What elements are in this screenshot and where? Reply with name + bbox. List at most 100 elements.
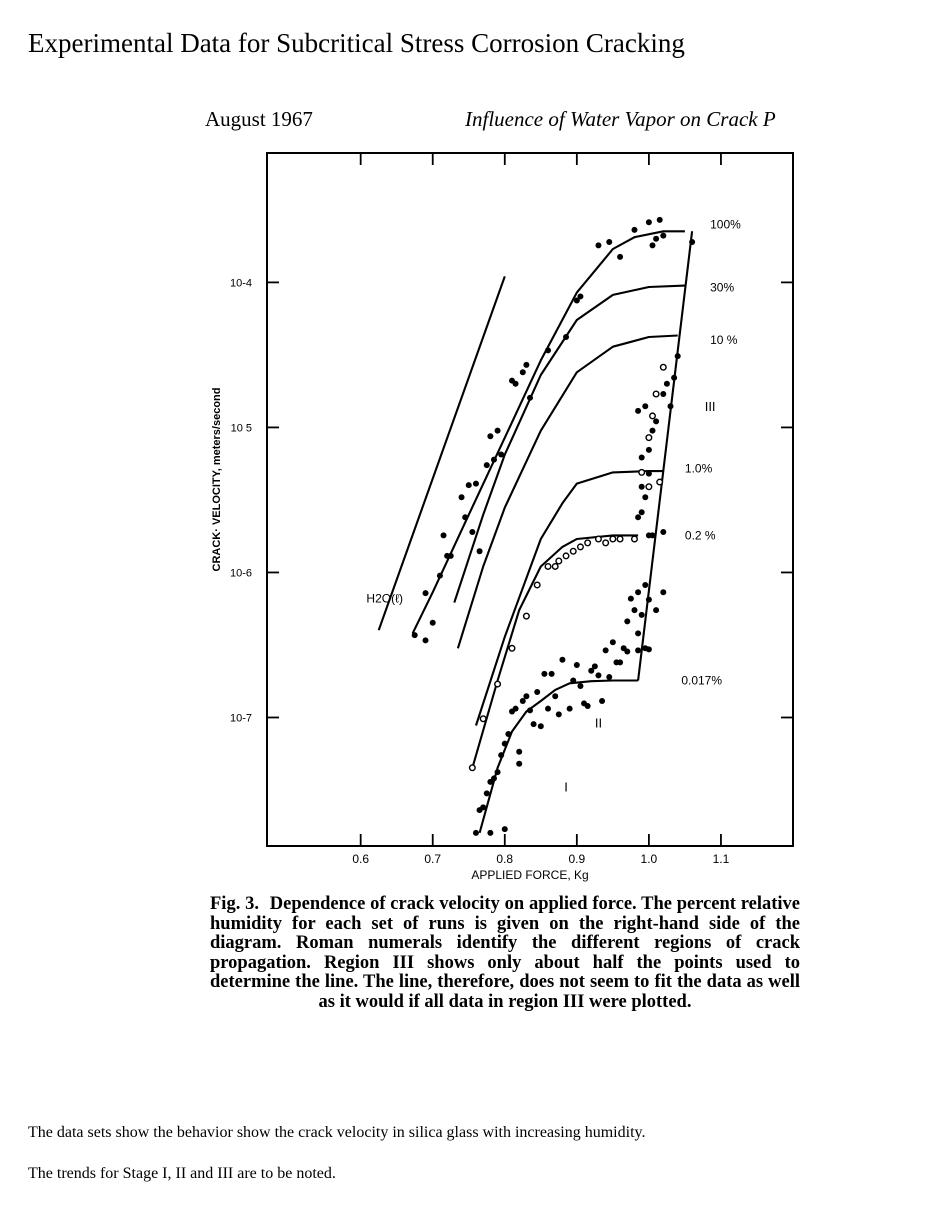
data-point	[624, 618, 631, 625]
series-label: 100%	[710, 218, 741, 232]
data-point	[631, 226, 638, 233]
x-tick-label: 0.9	[568, 852, 585, 866]
data-point	[606, 238, 613, 245]
x-tick-label: 0.8	[496, 852, 513, 866]
y-tick-label: 10-4	[230, 277, 252, 289]
series-curve-5	[471, 534, 639, 769]
data-point-open	[602, 539, 610, 547]
data-point	[653, 607, 660, 614]
data-point	[563, 334, 570, 341]
data-point	[599, 697, 606, 704]
data-point	[667, 403, 674, 410]
data-point	[465, 482, 472, 489]
series-curve-6	[478, 679, 639, 834]
data-point	[487, 829, 494, 836]
data-point	[638, 483, 645, 490]
data-point-open	[562, 552, 570, 560]
series-label: 1.0%	[685, 462, 713, 476]
data-point	[483, 790, 490, 797]
data-point-open	[479, 715, 487, 723]
data-point	[472, 829, 479, 836]
data-point	[649, 427, 656, 434]
data-point	[422, 590, 429, 597]
data-point	[635, 589, 642, 596]
x-axis-label: APPLIED FORCE, Kg	[471, 868, 588, 882]
data-point-open	[544, 562, 552, 570]
data-point	[458, 494, 465, 501]
note-line-2: The trends for Stage I, II and III are t…	[28, 1165, 336, 1182]
y-tick-label: 10-7	[230, 712, 252, 724]
series-label: 10 %	[710, 333, 738, 347]
data-point	[490, 775, 497, 782]
data-point	[602, 647, 609, 654]
data-point	[573, 662, 580, 669]
data-point	[591, 663, 598, 670]
data-point-open	[522, 612, 530, 620]
data-point	[645, 646, 652, 653]
series-label: 0.2 %	[685, 528, 716, 542]
data-point	[519, 697, 526, 704]
data-point	[660, 232, 667, 239]
series-label: H2O(ℓ)	[366, 592, 403, 606]
series-curve-7	[637, 231, 694, 681]
region-label: II	[595, 716, 602, 731]
data-point	[671, 374, 678, 381]
y-axis-label: CRACK· VELOCITY, meters/second	[211, 388, 223, 572]
series-curve-1	[411, 230, 685, 634]
data-point	[447, 552, 454, 559]
running-header-title: Influence of Water Vapor on Crack P	[465, 107, 776, 131]
data-point	[411, 632, 418, 639]
data-point	[523, 693, 530, 700]
data-point	[577, 293, 584, 300]
data-point	[422, 637, 429, 644]
x-tick-label: 1.0	[641, 852, 658, 866]
data-point-open	[508, 644, 516, 652]
data-point	[674, 353, 681, 360]
data-point	[642, 494, 649, 501]
scanned-figure: August 1967 Influence of Water Vapor on …	[200, 100, 860, 1040]
data-point	[642, 581, 649, 588]
data-point	[436, 572, 443, 579]
data-point	[660, 589, 667, 596]
data-point	[635, 514, 642, 521]
data-point	[645, 470, 652, 477]
data-point	[653, 235, 660, 242]
data-point	[527, 707, 533, 714]
data-point	[527, 394, 533, 401]
running-header-date: August 1967	[205, 107, 313, 131]
data-point	[516, 760, 523, 767]
data-point	[519, 369, 526, 376]
data-point	[573, 297, 580, 304]
data-point	[523, 361, 530, 368]
data-point	[566, 705, 573, 712]
data-point	[429, 619, 436, 626]
data-point	[663, 380, 670, 387]
data-point-open	[584, 539, 592, 547]
data-point	[530, 721, 537, 728]
data-point	[584, 703, 591, 710]
data-point	[494, 769, 501, 776]
series-curve-0	[377, 276, 506, 631]
data-point	[552, 693, 559, 700]
data-point	[494, 427, 501, 434]
data-point	[689, 238, 696, 245]
plot-frame	[266, 152, 794, 847]
data-point	[516, 748, 523, 755]
data-point	[588, 667, 595, 674]
data-point	[595, 242, 602, 249]
data-point	[490, 456, 497, 463]
note-line-1: The data sets show the behavior show the…	[28, 1124, 646, 1141]
data-point-open	[645, 434, 653, 442]
data-point-open	[569, 547, 577, 555]
data-point-open	[468, 764, 476, 772]
region-label: I	[564, 779, 568, 794]
x-tick-label: 1.1	[713, 852, 730, 866]
data-point	[627, 595, 634, 602]
data-point-open	[576, 543, 584, 551]
data-point	[545, 347, 552, 354]
data-point	[653, 418, 660, 425]
y-tick-label: 10-6	[230, 567, 252, 579]
page-title: Experimental Data for Subcritical Stress…	[28, 28, 685, 58]
series-curve-3	[456, 334, 678, 649]
data-point	[656, 216, 663, 223]
